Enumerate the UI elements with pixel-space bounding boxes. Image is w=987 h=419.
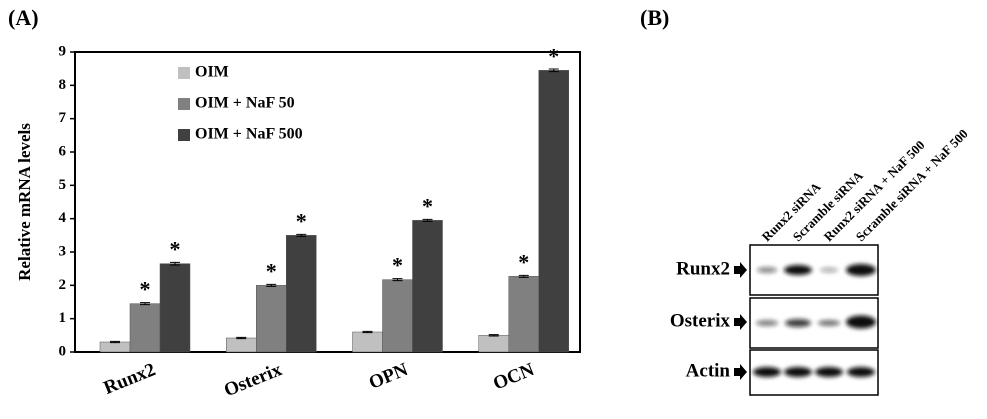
bar [130,304,160,352]
x-tick-label: OPN [366,359,411,394]
bar [353,332,383,352]
legend-label: OIM [195,64,229,81]
bar [479,335,509,352]
significance-mark: * [518,249,529,274]
significance-mark: * [296,208,307,233]
bar [539,70,569,352]
legend-swatch [178,129,190,141]
figure: (A) (B) Relative mRNA levels 0 1 2 3 4 5 6 7 8 9 R… [0,0,987,419]
y-tick-label: 8 [59,77,67,93]
y-tick-label: 3 [59,243,67,259]
bar [256,285,286,352]
significance-mark: * [140,277,151,302]
y-tick-label: 5 [59,177,67,193]
significance-mark: * [548,43,559,68]
bar [100,342,130,352]
significance-mark: * [392,253,403,278]
y-tick-label: 0 [59,343,67,359]
arrow [734,314,747,330]
x-tick-label: Runx2 [101,359,159,399]
arrow [734,262,747,278]
bar [160,264,190,352]
x-tick-label: Osterix [221,359,285,401]
legend-label: OIM + NaF 500 [195,126,303,143]
panel-label: (B) [640,5,669,30]
y-tick-label: 4 [59,210,67,226]
y-tick-label: 6 [59,143,67,159]
y-tick-label: 2 [59,277,67,293]
y-tick-label: 9 [59,43,67,59]
row-label: Osterix [670,310,731,331]
bar [286,235,316,352]
x-tick-label: OCN [490,359,537,394]
y-axis-label: Relative mRNA levels [15,123,34,281]
bar [509,276,539,352]
page: (A) (B) Relative mRNA levels 0 1 2 3 4 5 6 7 8 9 R… [0,0,987,419]
significance-mark: * [266,258,277,283]
arrow [734,364,747,380]
row-label: Actin [686,360,731,381]
legend-swatch [178,98,190,110]
bar [226,338,256,352]
panel-label: (A) [8,5,39,30]
row-label: Runx2 [676,258,730,279]
western-blot [734,245,878,395]
bar [413,220,443,352]
y-tick-label: 1 [59,310,67,326]
significance-mark: * [422,193,433,218]
legend-label: OIM + NaF 50 [195,95,295,112]
y-tick-label: 7 [59,110,67,126]
legend-swatch [178,67,190,79]
significance-mark: * [170,237,181,262]
bar [383,280,413,352]
